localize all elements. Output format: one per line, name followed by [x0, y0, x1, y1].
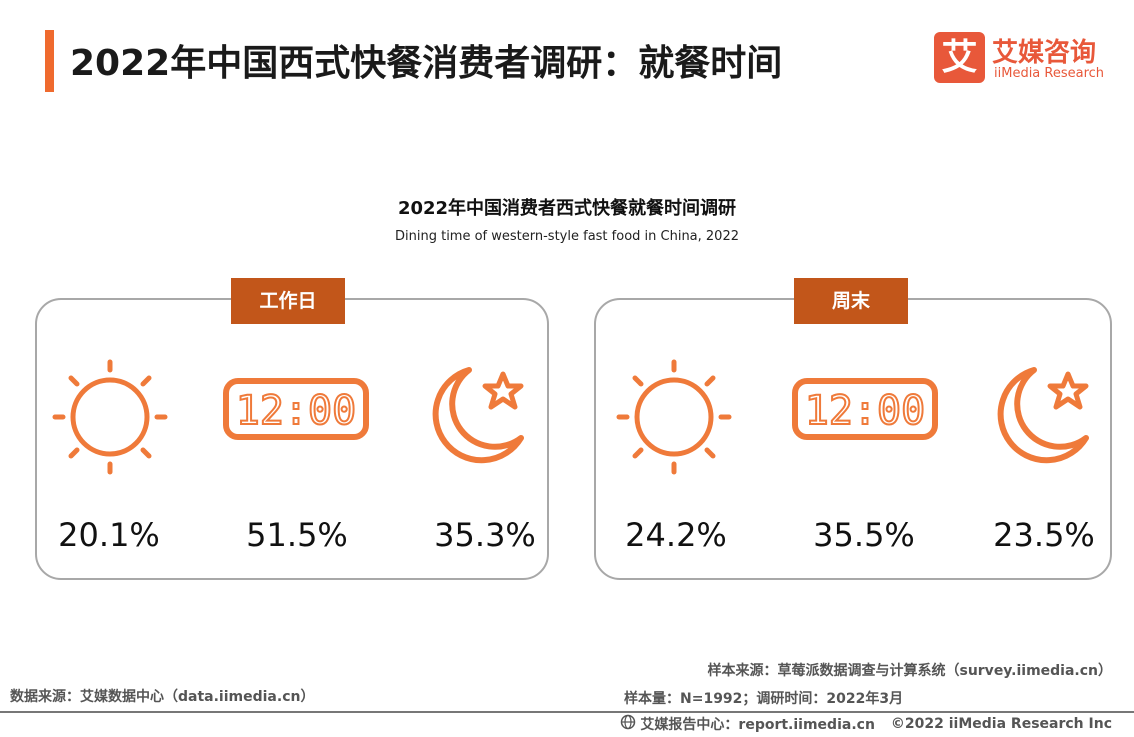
logo-mark: 艾	[934, 32, 985, 83]
title-accent-bar	[45, 30, 54, 92]
clock-digits: 12:00	[805, 388, 925, 434]
globe-icon	[620, 714, 636, 734]
clock-digits: 12:00	[236, 388, 356, 434]
panel-weekend: 周末 12:00 24.2% 35.5% 23.5%	[594, 278, 1112, 580]
iimedia-logo: 艾 艾媒咨询 iiMedia Research	[934, 32, 1114, 86]
logo-cn-text: 艾媒咨询	[992, 38, 1097, 68]
value-weekend-night: 23.5%	[993, 516, 1095, 554]
chart-subtitle: Dining time of western-style fast food i…	[395, 229, 739, 244]
page-title: 2022年中国西式快餐消费者调研：就餐时间	[70, 43, 783, 84]
logo-en-text: iiMedia Research	[994, 66, 1105, 81]
panel-workday: 工作日 12:00 20.1% 51.5% 35.3%	[35, 278, 549, 580]
data-source: 数据来源：艾媒数据中心（data.iimedia.cn）	[10, 689, 315, 705]
sun-icon	[615, 358, 733, 476]
chart-title: 2022年中国消费者西式快餐就餐时间调研	[397, 198, 737, 219]
copyright: ©2022 iiMedia Research Inc	[890, 716, 1112, 732]
report-center-link[interactable]: 艾媒报告中心：report.iimedia.cn	[640, 717, 875, 733]
footer-divider	[0, 711, 1134, 713]
value-weekend-noon: 35.5%	[813, 516, 915, 554]
value-workday-night: 35.3%	[434, 516, 536, 554]
moon-star-icon	[429, 366, 529, 466]
sample-source: 样本来源：草莓派数据调查与计算系统（survey.iimedia.cn）	[707, 663, 1112, 679]
sample-size: 样本量：N=1992；调研时间：2022年3月	[624, 691, 904, 707]
panel-tab-weekend: 周末	[794, 278, 908, 324]
value-workday-morning: 20.1%	[58, 516, 160, 554]
sun-icon	[51, 358, 169, 476]
panel-tab-workday: 工作日	[231, 278, 345, 324]
clock-icon: 12:00	[223, 378, 369, 440]
value-weekend-morning: 24.2%	[625, 516, 727, 554]
clock-icon: 12:00	[792, 378, 938, 440]
value-workday-noon: 51.5%	[246, 516, 348, 554]
footer-credits: 艾媒报告中心：report.iimedia.cn ©2022 iiMedia R…	[620, 714, 1112, 734]
moon-star-icon	[994, 366, 1094, 466]
